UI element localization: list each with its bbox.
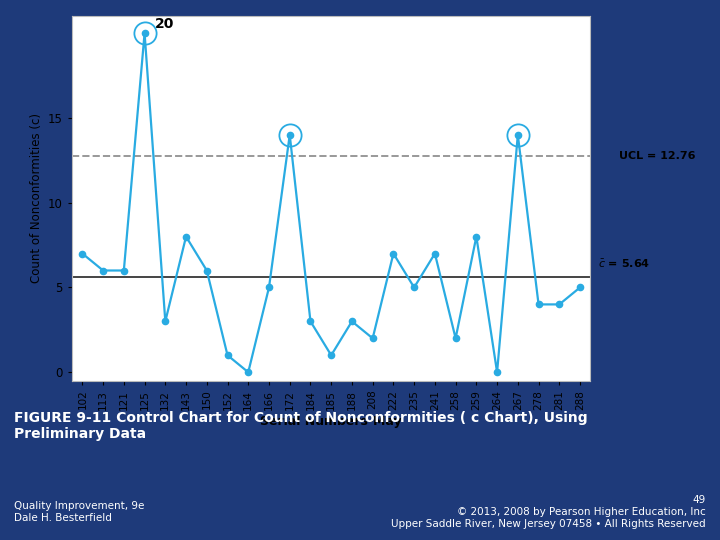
Text: UCL = 12.76: UCL = 12.76 (618, 151, 696, 160)
X-axis label: Serial Numbers-May: Serial Numbers-May (261, 415, 402, 428)
Text: $\bar{c}$ = 5.64: $\bar{c}$ = 5.64 (598, 258, 650, 270)
Text: 20: 20 (155, 17, 174, 31)
Y-axis label: Count of Nonconformities (c): Count of Nonconformities (c) (30, 113, 42, 284)
Text: FIGURE 9-11 Control Chart for Count of Nonconformities ( c Chart), Using
Prelimi: FIGURE 9-11 Control Chart for Count of N… (14, 411, 588, 441)
Text: 49
© 2013, 2008 by Pearson Higher Education, Inc
Upper Saddle River, New Jersey : 49 © 2013, 2008 by Pearson Higher Educat… (391, 496, 706, 529)
Text: Quality Improvement, 9e
Dale H. Besterfield: Quality Improvement, 9e Dale H. Besterfi… (14, 501, 145, 523)
